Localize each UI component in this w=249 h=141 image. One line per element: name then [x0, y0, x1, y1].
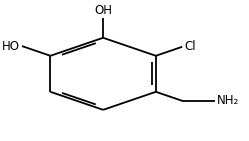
Text: OH: OH [94, 4, 112, 17]
Text: NH₂: NH₂ [217, 94, 240, 107]
Text: Cl: Cl [185, 40, 196, 53]
Text: HO: HO [2, 40, 20, 53]
